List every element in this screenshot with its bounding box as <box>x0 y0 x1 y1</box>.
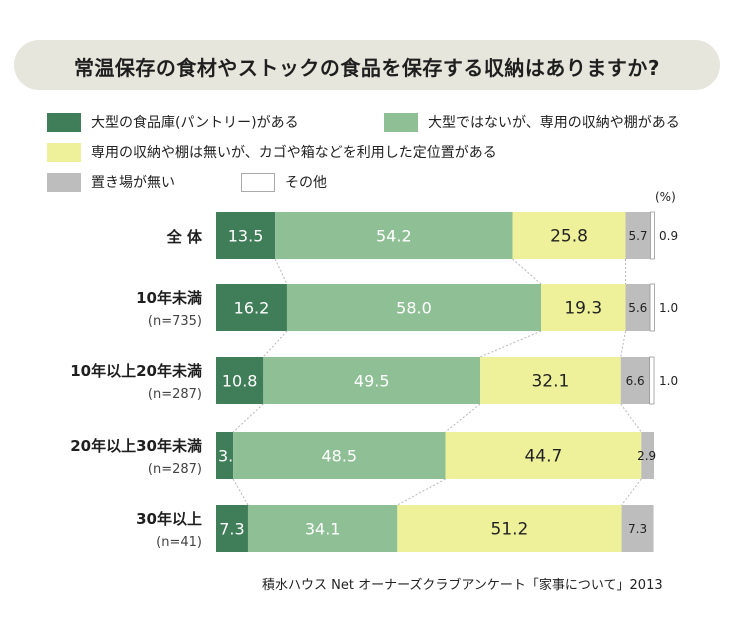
legend-item-designated-spot: 専用の収納や棚は無いが、カゴや箱などを利用した定位置がある <box>47 142 497 162</box>
value-label-designated_spot: 25.8 <box>550 227 588 247</box>
bar-segment-other <box>649 283 655 332</box>
value-label-large_pantry: 13.5 <box>228 226 264 245</box>
bar-segment-large_pantry <box>216 212 276 259</box>
category-label: 全 体 <box>166 228 203 246</box>
connector-line <box>445 403 481 433</box>
bar-segment-dedicated_storage <box>275 212 513 259</box>
bar-segment-designated_spot <box>480 357 621 404</box>
bar-segment-other <box>649 356 655 405</box>
bar-segment-dedicated_storage <box>247 505 398 552</box>
bar-segment-designated_spot <box>445 432 642 479</box>
bar-segment-dedicated_storage <box>263 357 481 404</box>
legend-label-large-pantry: 大型の食品庫(パントリー)がある <box>91 115 299 131</box>
sample-size-label: (n=735) <box>148 314 202 329</box>
connector-line <box>274 258 288 285</box>
value-label-no_place: 5.6 <box>628 301 647 315</box>
value-label-designated_spot: 32.1 <box>531 372 569 392</box>
connector-line <box>621 478 642 506</box>
connector-line <box>479 330 542 358</box>
legend-label-other: その他 <box>285 175 327 191</box>
legend-item-other: その他 <box>241 172 327 192</box>
category-label: 30年以上 <box>136 510 202 528</box>
value-label-no_place: 5.7 <box>628 229 647 243</box>
connector-line <box>232 478 249 506</box>
category-label: 20年以上30年未満 <box>70 437 202 455</box>
connector-line <box>620 403 642 433</box>
value-label-dedicated_storage: 34.1 <box>305 519 341 538</box>
sample-size-label: (n=287) <box>148 387 202 402</box>
legend-item-no-place: 置き場が無い <box>47 172 175 192</box>
connector-line <box>262 330 288 358</box>
bar-segment-no_place <box>621 505 654 552</box>
connector-line <box>512 258 542 285</box>
value-label-no_place: 2.9 <box>637 449 656 463</box>
value-label-designated_spot: 51.2 <box>491 520 529 540</box>
value-label-dedicated_storage: 48.5 <box>321 446 357 465</box>
legend-swatch-other <box>241 172 275 192</box>
value-label-large_pantry: 16.2 <box>234 298 270 317</box>
bar-segment-designated_spot <box>540 284 626 331</box>
legend-swatch-no-place <box>47 172 81 192</box>
value-label-designated_spot: 44.7 <box>524 447 562 467</box>
bar-segment-dedicated_storage <box>233 432 446 479</box>
unit-label: (%) <box>655 190 676 204</box>
bar-segment-no_place <box>625 212 651 259</box>
connector-line <box>397 478 446 506</box>
bar-segment-dedicated_storage <box>286 284 541 331</box>
legend-swatch-designated-spot <box>47 142 81 162</box>
category-label: 10年以上20年未満 <box>70 362 202 380</box>
legend-label-no-place: 置き場が無い <box>91 175 175 191</box>
bar-segment-no_place <box>641 432 654 479</box>
connector-line <box>620 330 627 358</box>
bar-segment-other <box>650 211 655 260</box>
value-label-other: 1.0 <box>659 374 678 388</box>
bar-segment-large_pantry <box>216 284 287 331</box>
value-label-other: 1.0 <box>659 301 678 315</box>
legend-label-dedicated-storage: 大型ではないが、専用の収納や棚がある <box>428 115 680 131</box>
sample-size-label: (n=41) <box>156 535 202 550</box>
source-note: 積水ハウス Net オーナーズクラブアンケート「家事について」2013 <box>262 578 663 593</box>
bar-segment-designated_spot <box>512 212 626 259</box>
bar-segment-large_pantry <box>216 432 234 479</box>
chart-title: 常温保存の食材やストックの食品を保存する収納はありますか? <box>73 56 661 80</box>
bar-segment-designated_spot <box>397 505 622 552</box>
legend-item-large-pantry: 大型の食品庫(パントリー)がある <box>47 112 299 132</box>
value-label-other: 0.9 <box>659 229 678 243</box>
value-label-large_pantry: 10.8 <box>222 371 258 390</box>
value-label-large_pantry: 7.3 <box>219 519 244 538</box>
legend-swatch-dedicated-storage <box>384 112 418 132</box>
bar-segment-no_place <box>625 284 651 331</box>
value-label-no_place: 7.3 <box>628 522 647 536</box>
bar-segment-large_pantry <box>216 357 264 404</box>
legend-swatch-large-pantry <box>47 112 81 132</box>
legend-item-dedicated-storage: 大型ではないが、専用の収納や棚がある <box>384 112 680 132</box>
bar-segment-large_pantry <box>216 505 248 552</box>
title-banner: 常温保存の食材やストックの食品を保存する収納はありますか? <box>14 40 720 90</box>
connector-line <box>232 403 264 433</box>
value-label-dedicated_storage: 58.0 <box>396 298 432 317</box>
category-label: 10年未満 <box>136 289 202 307</box>
bar-segment-no_place <box>620 357 650 404</box>
sample-size-label: (n=287) <box>148 462 202 477</box>
value-label-dedicated_storage: 49.5 <box>354 371 390 390</box>
legend-label-designated-spot: 専用の収納や棚は無いが、カゴや箱などを利用した定位置がある <box>91 145 497 161</box>
value-label-dedicated_storage: 54.2 <box>376 226 412 245</box>
value-label-no_place: 6.6 <box>626 374 645 388</box>
value-label-designated_spot: 19.3 <box>564 299 602 319</box>
